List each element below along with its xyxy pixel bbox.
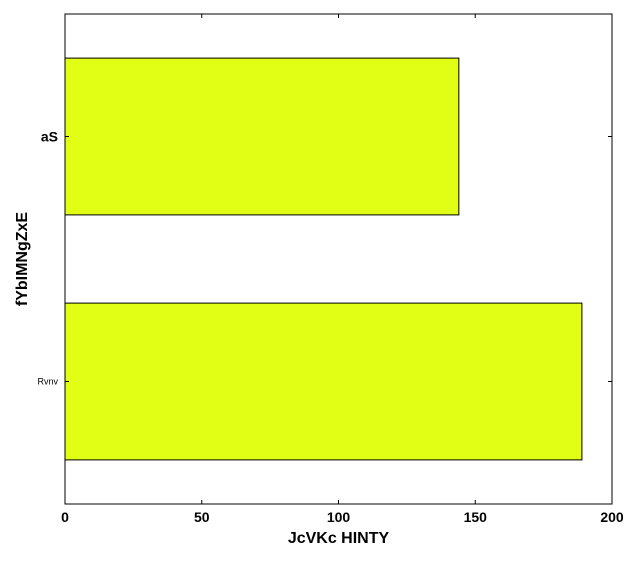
y-tick-label: Rvnv xyxy=(37,377,58,387)
x-axis-title: JcVKc HINTY xyxy=(288,530,390,547)
x-axis-ticks: 0 50 100 150 200 xyxy=(61,14,624,525)
bar-as xyxy=(64,57,460,216)
x-tick-label: 0 xyxy=(61,509,69,525)
bars-layer xyxy=(64,57,583,461)
x-tick-label: 50 xyxy=(194,509,210,525)
x-tick-label: 150 xyxy=(464,509,488,525)
bar-rvnv xyxy=(64,302,583,461)
x-tick-label: 100 xyxy=(327,509,351,525)
x-tick-label: 200 xyxy=(600,509,624,525)
y-tick-label: aS xyxy=(41,129,58,145)
y-axis-ticks: aS Rvnv xyxy=(37,129,612,387)
y-axis-title: fYbIMNgZxE xyxy=(14,212,31,307)
